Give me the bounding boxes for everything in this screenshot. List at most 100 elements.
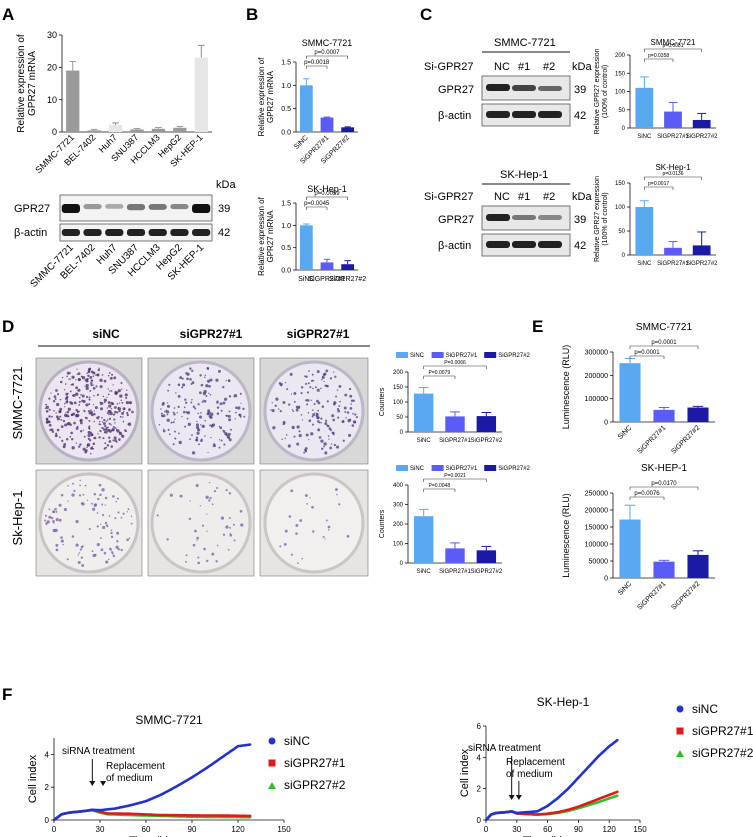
data-point — [98, 808, 102, 812]
colony-dot — [311, 423, 315, 426]
colony-dot — [275, 397, 279, 401]
data-point — [546, 812, 549, 815]
colony-dot — [355, 416, 358, 419]
colony-dot — [198, 391, 202, 395]
colony-dot — [52, 520, 55, 523]
colony-dot — [114, 517, 117, 520]
colony-dot — [191, 399, 193, 401]
treatment-arrow-head — [508, 795, 515, 800]
colony-dot — [110, 401, 114, 405]
colony-dot — [192, 543, 196, 547]
data-point — [587, 803, 590, 807]
y-tick-label: 4 — [477, 753, 482, 762]
plate-dish — [38, 472, 140, 574]
colony-dot — [85, 386, 89, 391]
colony-dot — [194, 407, 197, 410]
colony-dot — [285, 434, 288, 436]
colony-dot — [44, 514, 48, 517]
colony-dot — [86, 446, 88, 449]
legend-label: siNC — [284, 734, 310, 748]
colony-dot — [109, 390, 111, 392]
colony-dot — [301, 557, 304, 560]
y-tick-label: 2 — [45, 783, 50, 792]
blot-c1-lane-1: #1 — [518, 61, 530, 73]
colony-dot — [291, 425, 295, 430]
colony-dot — [110, 531, 113, 535]
colony-dot — [195, 438, 199, 442]
y-tick-label: 30 — [47, 30, 57, 40]
y-tick-label: 100 — [393, 542, 404, 548]
y-tick-label: 0 — [604, 575, 608, 582]
x-tick-label: SiNC — [617, 580, 634, 597]
legend-swatch — [431, 352, 444, 358]
colony-dot — [209, 496, 212, 500]
f1-treatment-label: siRNA treatment — [62, 746, 135, 757]
colony-dot — [304, 494, 308, 498]
colony-dot — [156, 514, 159, 517]
colony-dot — [199, 505, 202, 507]
colony-dot — [173, 430, 176, 433]
colony-dot — [99, 407, 103, 411]
colony-dot — [182, 383, 186, 387]
colony-dot — [50, 392, 52, 394]
colony-dot — [91, 550, 94, 553]
colony-dot — [233, 394, 238, 398]
colony-dot — [75, 543, 79, 547]
x-axis-label: Time (h) — [129, 835, 170, 837]
y-tick-label: 100000 — [585, 541, 608, 548]
legend-marker — [676, 727, 684, 735]
x-tick-label: SiGPR27#1 — [657, 261, 689, 267]
blot-c2-band — [512, 215, 536, 220]
colony-dot — [107, 401, 111, 404]
colony-dot — [323, 380, 325, 383]
colony-dot — [316, 370, 320, 374]
colony-dot — [219, 402, 223, 406]
colony-dot — [352, 412, 354, 415]
colony-dot — [69, 378, 71, 380]
colony-dot — [228, 516, 231, 519]
colony-dot — [346, 411, 350, 414]
colony-dot — [105, 524, 108, 527]
colony-dot — [88, 396, 91, 399]
bar — [194, 57, 208, 133]
colony-dot — [71, 375, 75, 379]
colony-dot — [209, 424, 212, 427]
x-tick-label: SiGPR27#1 — [439, 438, 471, 444]
colony-dot — [234, 418, 236, 420]
colony-dot — [90, 452, 92, 455]
colony-dot — [240, 523, 244, 527]
legend-label: siGPR27#2 — [692, 746, 753, 760]
y-tick-label: 300000 — [585, 349, 608, 356]
colony-dot — [88, 398, 91, 401]
data-point — [144, 799, 148, 803]
colony-dot — [336, 493, 338, 496]
colony-dot — [53, 409, 55, 412]
colony-dot — [58, 436, 61, 439]
colony-dot — [53, 395, 57, 398]
colony-dot — [121, 401, 124, 404]
colony-dot — [52, 400, 56, 403]
colony-dot — [181, 415, 183, 418]
y-axis-label: Relative GPR27 expression — [594, 48, 601, 134]
significance-label: p=0.0017 — [648, 181, 669, 187]
colony-dot — [187, 422, 192, 426]
colony-dot — [290, 489, 294, 493]
blot-c1-si-label: Si-GPR27 — [424, 61, 474, 73]
colony-dot — [201, 401, 204, 403]
colony-dot — [292, 410, 295, 413]
x-tick-label: SiGPR27#2 — [329, 276, 366, 283]
y-tick-label: 200 — [393, 522, 404, 528]
bar — [619, 519, 641, 578]
colony-dot — [63, 413, 68, 418]
x-tick-label: SiNC — [637, 261, 652, 267]
colony-dot — [270, 409, 272, 411]
colony-dot — [52, 528, 56, 533]
colony-dot — [185, 560, 187, 563]
colony-dot — [351, 424, 355, 427]
blot-c2-kda-label: kDa — [572, 191, 592, 203]
colony-dot — [201, 524, 205, 527]
colony-dot — [73, 489, 76, 492]
y-axis-label: Relative expression of — [257, 57, 266, 136]
y-tick-label: 0 — [400, 561, 404, 567]
colony-dot — [168, 383, 171, 386]
